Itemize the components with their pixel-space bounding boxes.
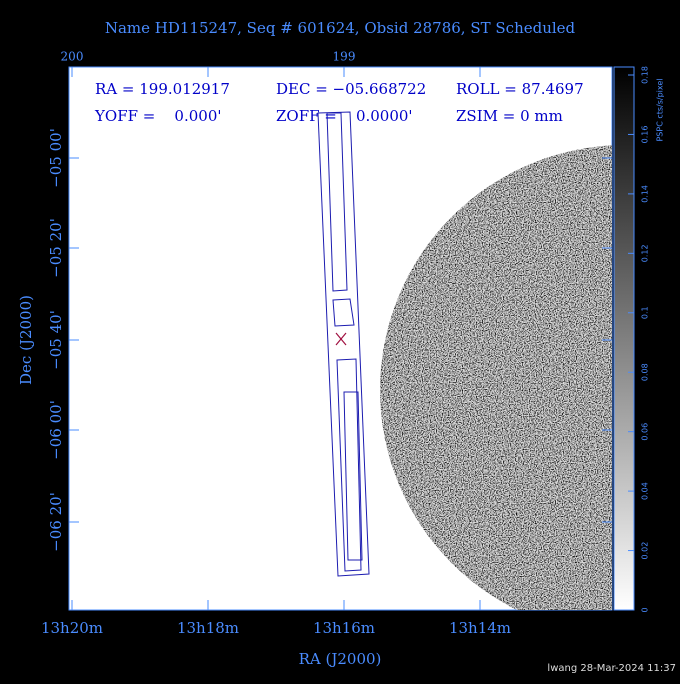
- x-tick-label: 13h14m: [449, 619, 511, 637]
- x-tick-label: 13h20m: [41, 619, 103, 637]
- colorbar-tick-label: 0.18: [641, 66, 650, 84]
- top-tick-label: 199: [333, 50, 356, 64]
- aimpoint: [335, 332, 347, 346]
- info-text: RA = 199.012917: [95, 80, 230, 98]
- info-text: ZSIM = 0 mm: [456, 107, 563, 125]
- colorbar-tick-label: 0.08: [641, 363, 650, 381]
- info-text: ROLL = 87.4697: [456, 80, 584, 98]
- info-text: YOFF = 0.000': [94, 107, 222, 125]
- detector-outline: [317, 111, 370, 577]
- top-tick-label: 200: [61, 50, 84, 64]
- x-axis-title: RA (J2000): [299, 650, 382, 668]
- footer: lwang 28-Mar-2024 11:37: [547, 663, 676, 674]
- info-text: DEC = −05.668722: [276, 80, 426, 98]
- y-tick-label: −05 00': [47, 128, 65, 188]
- colorbar-tick-label: 0.14: [641, 185, 650, 203]
- field-noise: [380, 145, 612, 610]
- title: Name HD115247, Seq # 601624, Obsid 28786…: [105, 19, 576, 37]
- x-tick-label: 13h18m: [177, 619, 239, 637]
- colorbar-tick-label: 0.06: [641, 423, 650, 441]
- y-axis-title: Dec (J2000): [17, 295, 35, 385]
- colorbar-tick-label: 0: [641, 607, 650, 612]
- colorbar-label: PSPC cts/s/pixel: [656, 78, 665, 141]
- colorbar-tick-label: 0.16: [641, 126, 650, 144]
- colorbar-tick-label: 0.1: [641, 306, 650, 319]
- image: [380, 145, 612, 610]
- y-tick-label: −06 20': [47, 492, 65, 552]
- x-tick-label: 13h16m: [313, 619, 375, 637]
- y-tick-label: −06 00': [47, 400, 65, 460]
- info-text: ZOFF = 0.0000': [276, 107, 413, 125]
- colorbar-tick-label: 0.02: [641, 542, 650, 560]
- colorbar: [613, 66, 635, 611]
- y-tick-label: −05 20': [47, 218, 65, 278]
- colorbar-tick-label: 0.04: [641, 482, 650, 500]
- colorbar-tick-label: 0.12: [641, 244, 650, 262]
- y-tick-label: −05 40': [47, 310, 65, 370]
